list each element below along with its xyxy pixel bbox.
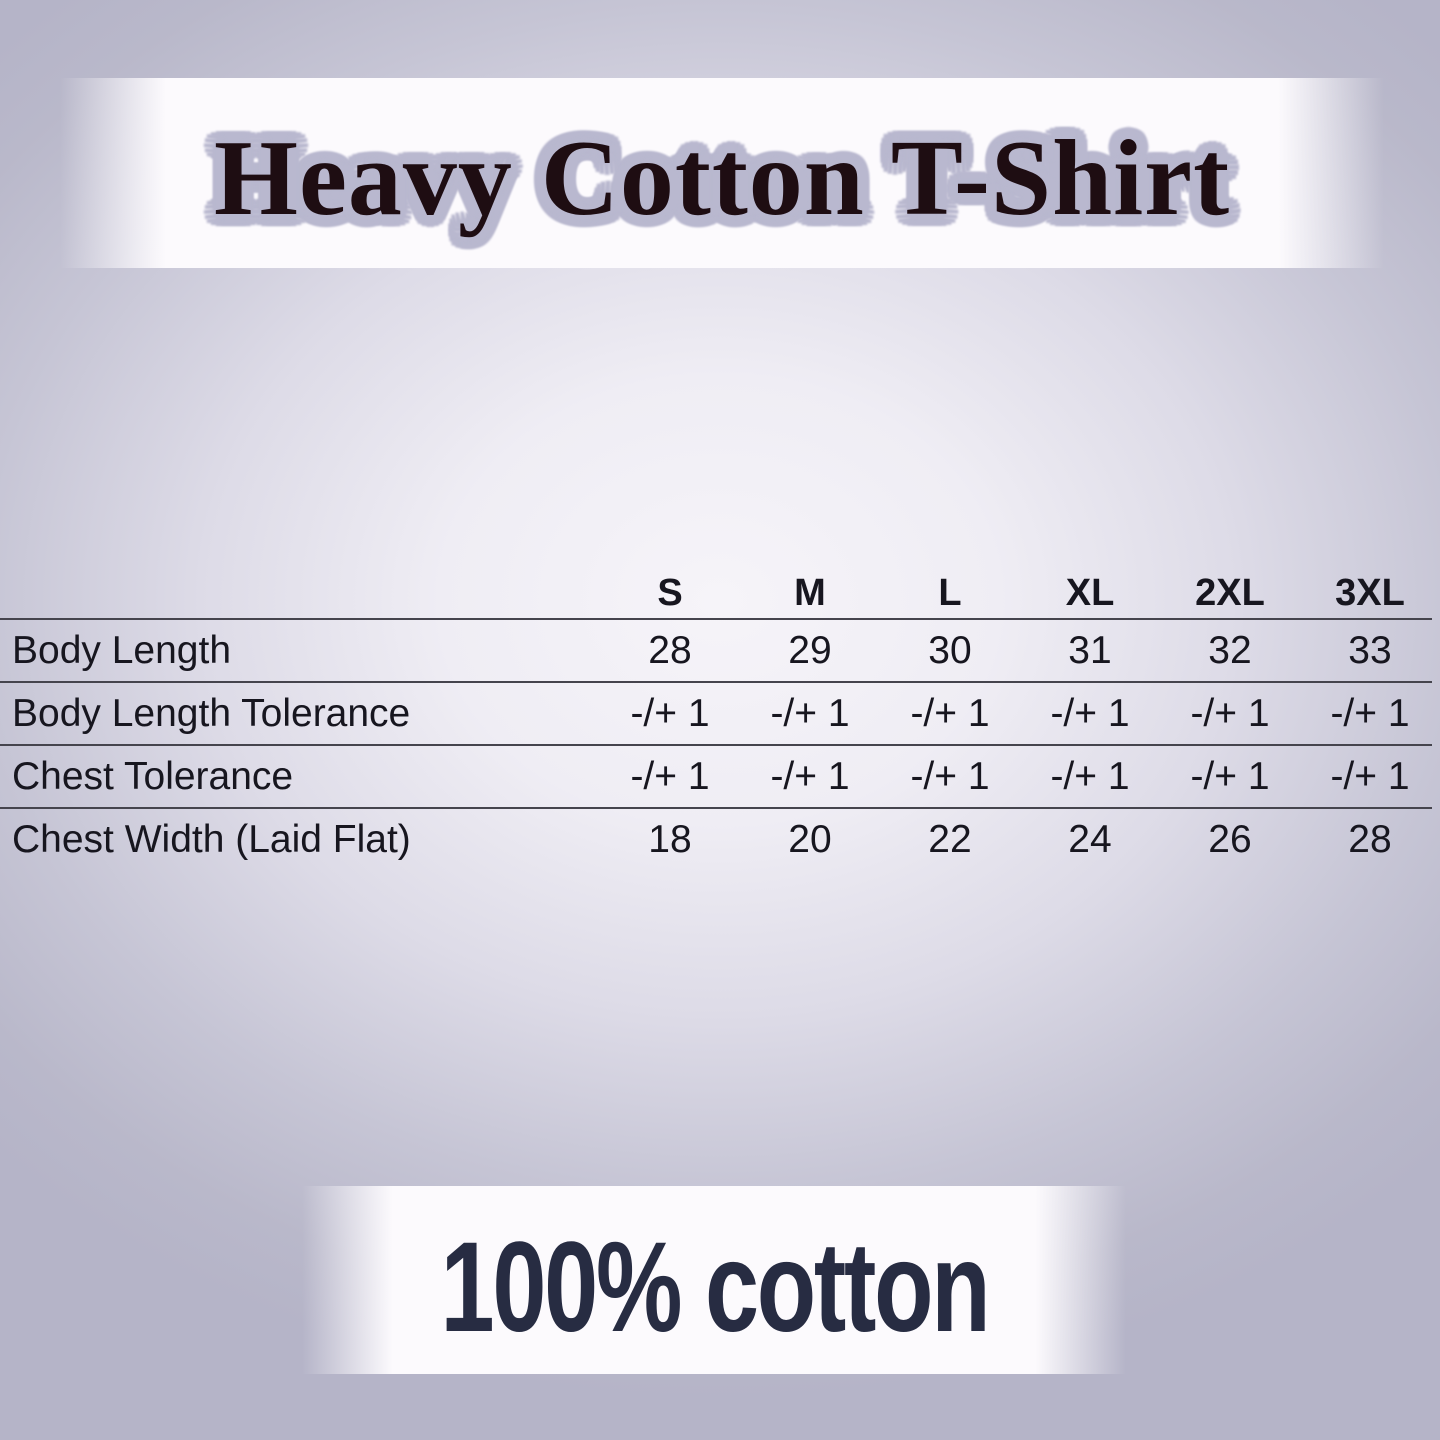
- size-value-cell: -/+ 1: [1190, 691, 1270, 735]
- size-value-cell: -/+ 1: [630, 754, 710, 798]
- product-title: Heavy Cotton T-Shirt: [213, 119, 1231, 238]
- size-value-cell: 28: [1348, 817, 1392, 861]
- size-column-header: 3XL: [1335, 572, 1405, 614]
- size-column-header: M: [794, 572, 826, 614]
- size-value-cell: -/+ 1: [910, 691, 990, 735]
- table-header-row: S M L XL 2XL 3XL: [0, 572, 1440, 618]
- size-value-cell: 28: [648, 628, 692, 672]
- size-value-cell: -/+ 1: [770, 691, 850, 735]
- cotton-label: 100% cotton: [440, 1215, 990, 1359]
- size-value-cell: -/+ 1: [910, 754, 990, 798]
- row-label: Body Length Tolerance: [12, 691, 411, 735]
- table-row-chest-tolerance: Chest Tolerance -/+ 1 -/+ 1 -/+ 1 -/+ 1 …: [0, 746, 1440, 807]
- size-value-cell: -/+ 1: [1190, 754, 1270, 798]
- row-label: Body Length: [12, 628, 232, 672]
- size-column-header: L: [938, 572, 962, 614]
- size-column-header: S: [657, 572, 683, 614]
- table-row-body-length-tolerance: Body Length Tolerance -/+ 1 -/+ 1 -/+ 1 …: [0, 683, 1440, 744]
- row-label: Chest Tolerance: [12, 754, 294, 798]
- size-column-header: XL: [1065, 572, 1115, 614]
- row-divider: [0, 807, 1432, 809]
- row-divider: [0, 744, 1432, 746]
- size-table: S M L XL 2XL 3XL Body Length 28 29 30 31…: [0, 572, 1440, 870]
- size-value-cell: 32: [1208, 628, 1252, 672]
- size-value-cell: -/+ 1: [1050, 754, 1130, 798]
- size-value-cell: -/+ 1: [1330, 754, 1410, 798]
- size-value-cell: -/+ 1: [1330, 691, 1410, 735]
- size-value-cell: -/+ 1: [630, 691, 710, 735]
- size-value-cell: 18: [648, 817, 692, 861]
- size-value-cell: -/+ 1: [1050, 691, 1130, 735]
- table-row-body-length: Body Length 28 29 30 31 32 33: [0, 620, 1440, 681]
- size-value-cell: 26: [1208, 817, 1252, 861]
- table-row-chest-width: Chest Width (Laid Flat) 18 20 22 24 26 2…: [0, 809, 1440, 870]
- row-label: Chest Width (Laid Flat): [12, 817, 411, 861]
- size-value-cell: 24: [1068, 817, 1112, 861]
- size-value-cell: 33: [1348, 628, 1392, 672]
- title-band: Heavy Cotton T-Shirt: [60, 78, 1384, 268]
- size-value-cell: 20: [788, 817, 832, 861]
- size-value-cell: 29: [788, 628, 832, 672]
- footer-band: 100% cotton: [302, 1186, 1126, 1374]
- size-value-cell: 30: [928, 628, 972, 672]
- size-column-header: 2XL: [1195, 572, 1265, 614]
- size-value-cell: 22: [928, 817, 972, 861]
- size-value-cell: -/+ 1: [770, 754, 850, 798]
- row-divider: [0, 681, 1432, 683]
- size-value-cell: 31: [1068, 628, 1112, 672]
- row-divider: [0, 618, 1432, 620]
